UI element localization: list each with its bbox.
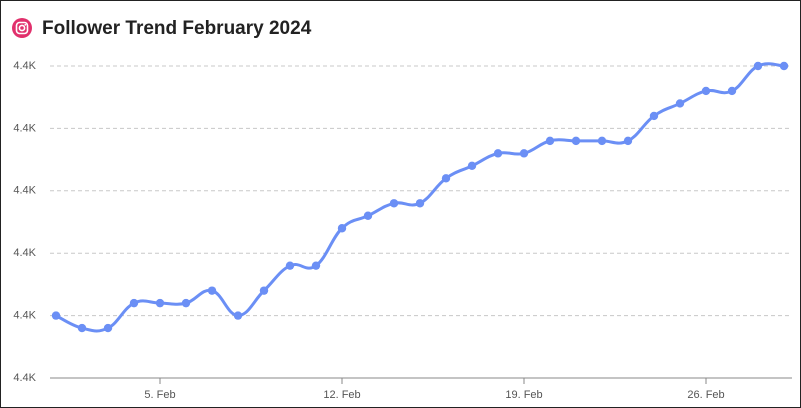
- point: [571, 136, 581, 146]
- y-tick-label: 4.4K: [13, 122, 36, 134]
- y-tick-label: 4.4K: [13, 185, 36, 197]
- y-tick-label: 4.4K: [13, 310, 36, 322]
- x-tick-label: 26. Feb: [687, 389, 724, 401]
- point: [259, 286, 269, 295]
- point: [207, 286, 217, 295]
- point: [467, 161, 477, 171]
- point: [441, 174, 451, 183]
- point: [311, 261, 321, 270]
- point: [649, 111, 659, 121]
- point: [233, 311, 243, 320]
- x-tick-label: 5. Feb: [144, 389, 175, 401]
- point: [51, 311, 61, 320]
- point: [597, 136, 607, 146]
- chart-title: Follower Trend February 2024: [42, 18, 312, 39]
- y-tick-label: 4.4K: [13, 247, 36, 259]
- instagram-icon: [12, 18, 32, 38]
- x-tick-label: 19. Feb: [505, 389, 542, 401]
- point: [415, 199, 425, 208]
- point: [727, 86, 737, 96]
- point: [337, 224, 347, 233]
- point: [519, 149, 529, 158]
- y-tick-label: 4.4K: [13, 60, 36, 72]
- point: [363, 211, 373, 220]
- point: [389, 199, 399, 208]
- point: [129, 298, 139, 308]
- point: [285, 261, 295, 270]
- point: [181, 298, 191, 308]
- point: [779, 61, 789, 71]
- point: [103, 323, 113, 333]
- point: [545, 136, 555, 146]
- point: [753, 61, 763, 71]
- point: [493, 149, 503, 158]
- x-tick-label: 12. Feb: [323, 389, 360, 401]
- point: [675, 99, 685, 108]
- point: [701, 86, 711, 96]
- point: [623, 136, 633, 146]
- y-tick-label: 4.4K: [13, 372, 36, 384]
- point: [77, 323, 87, 333]
- point: [155, 298, 165, 308]
